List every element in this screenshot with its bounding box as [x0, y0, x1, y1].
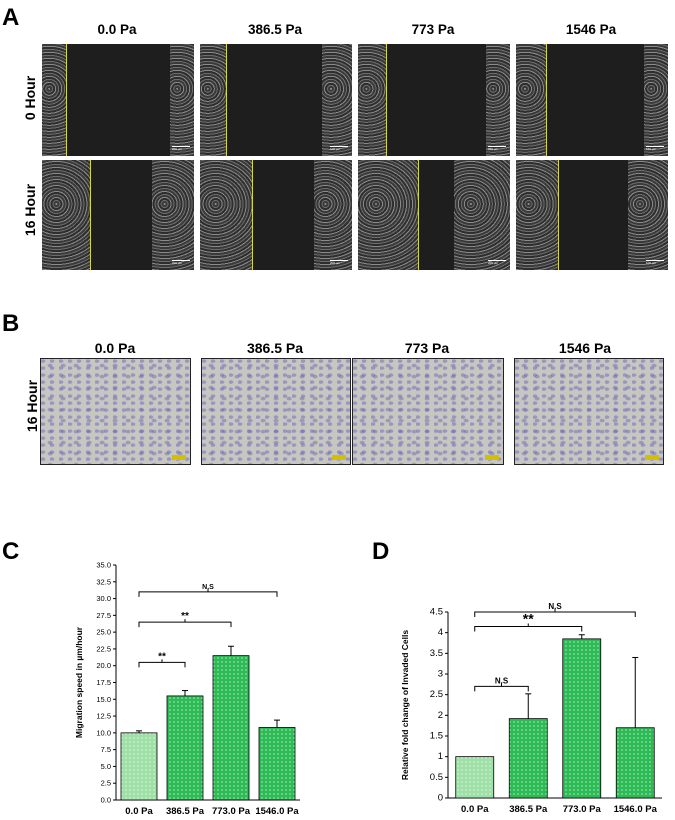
panel-b-letter: B	[2, 310, 20, 337]
panel-a-col-2: 773 Pa	[411, 22, 455, 37]
y-tick-label: 27.5	[96, 611, 111, 620]
y-tick-label: 4	[438, 627, 443, 638]
scale-bar: 200 µm	[172, 146, 190, 152]
scale-bar: 100 µm	[646, 260, 664, 266]
y-tick-label: 2.5	[430, 689, 443, 700]
panel-a-col-1: 386.5 Pa	[247, 22, 303, 37]
y-tick-label: 4.5	[430, 607, 443, 618]
panel-b-col-2: 773 Pa	[404, 340, 450, 356]
significance-bracket	[474, 685, 529, 692]
y-axis-label: Relative fold change of Invaded Cells	[400, 630, 410, 780]
transwell-micrograph	[40, 358, 191, 465]
y-tick-label: 17.5	[96, 678, 111, 687]
x-tick-label: 773.0 Pa	[563, 804, 602, 815]
y-tick-label: 3	[438, 669, 443, 680]
significance-label: N.S	[495, 676, 509, 685]
x-tick-label: 1546.0 Pa	[255, 806, 299, 815]
panel-a-col-3: 1546 Pa	[565, 22, 617, 37]
y-axis-label: Migration speed in µm/hour	[74, 626, 84, 738]
significance-bracket	[138, 621, 232, 628]
y-tick-label: 10.0	[96, 728, 111, 737]
y-tick-label: 35.0	[96, 561, 111, 570]
y-tick-label: 15.0	[96, 695, 111, 704]
scratch-micrograph: 100 µm	[516, 160, 668, 270]
transwell-micrograph	[201, 358, 351, 465]
significance-label: **	[158, 651, 166, 662]
scale-bar: 200 µm	[330, 260, 348, 266]
x-tick-label: 386.5 Pa	[166, 806, 205, 815]
x-tick-label: 1546.0 Pa	[614, 804, 658, 815]
panel-b-row: 16 Hour	[24, 379, 40, 433]
y-tick-label: 12.5	[96, 712, 111, 721]
bar	[212, 655, 250, 801]
panel-a-row-0: 0 Hour	[22, 75, 38, 121]
significance-bracket	[138, 591, 278, 597]
y-tick-label: 1	[438, 751, 443, 762]
y-tick-label: 0.0	[101, 796, 111, 805]
panel-c-letter: C	[2, 538, 20, 565]
y-tick-label: 7.5	[101, 745, 111, 754]
x-tick-label: 386.5 Pa	[509, 804, 548, 815]
significance-bracket	[474, 611, 636, 617]
y-tick-label: 1.5	[430, 731, 443, 742]
y-tick-label: 25.0	[96, 628, 111, 637]
panel-b-col-3: 1546 Pa	[558, 340, 612, 356]
significance-bracket	[474, 625, 583, 632]
bar	[508, 718, 548, 799]
bar	[455, 756, 495, 799]
y-tick-label: 0.5	[430, 772, 443, 783]
y-tick-label: 20.0	[96, 661, 111, 670]
scale-bar: 100 µm	[330, 146, 348, 152]
x-tick-label: 773.0 Pa	[212, 806, 251, 815]
y-tick-label: 22.5	[96, 644, 111, 653]
panel-b-col-1: 386.5 Pa	[246, 340, 304, 356]
bar	[615, 727, 655, 799]
scale-bar: 200 µm	[488, 146, 506, 152]
panel-a-row-1: 16 Hour	[22, 183, 38, 237]
bar	[258, 727, 296, 801]
significance-label: N.S	[202, 584, 214, 591]
scratch-micrograph: 200 µm	[42, 160, 194, 270]
scratch-micrograph: 200 µm	[358, 44, 510, 156]
x-tick-label: 0.0 Pa	[461, 804, 489, 815]
scratch-micrograph: 200 µm	[358, 160, 510, 270]
invaded-cells-chart: 0 0.5 1 1.5 2 2.5 3 3.5 4 4.5 Relative fold change…	[400, 602, 662, 815]
y-tick-label: 5.0	[101, 762, 111, 771]
scratch-micrograph: 200 µm	[200, 160, 352, 270]
y-tick-label: 2	[438, 710, 443, 721]
y-tick-label: 3.5	[430, 648, 443, 659]
panel-b-col-0: 0.0 Pa	[94, 340, 136, 356]
scale-bar: 100 µm	[646, 146, 664, 152]
y-tick-label: 2.5	[101, 779, 111, 788]
panel-a-letter: A	[2, 4, 20, 31]
transwell-micrograph	[352, 358, 504, 465]
scale-bar: 200 µm	[488, 260, 506, 266]
panel-d-letter: D	[372, 538, 390, 565]
y-tick-label: 32.5	[96, 577, 111, 586]
y-tick-label: 0	[438, 793, 443, 804]
bar	[120, 732, 158, 801]
significance-label: N.S	[548, 602, 562, 611]
scratch-micrograph: 200 µm	[42, 44, 194, 156]
panel-a-col-0: 0.0 Pa	[97, 22, 137, 37]
transwell-micrograph	[514, 358, 664, 465]
migration-speed-chart: 0.0 2.5 5.0 7.5 10.0 12.5 15.0 17.5 20.0 22.5 25.0…	[74, 561, 300, 815]
scratch-micrograph: 100 µm	[516, 44, 668, 156]
x-tick-label: 0.0 Pa	[125, 806, 153, 815]
scratch-micrograph: 100 µm	[200, 44, 352, 156]
significance-bracket	[138, 661, 186, 668]
bar	[166, 695, 204, 801]
bar	[562, 638, 602, 799]
y-tick-label: 30.0	[96, 594, 111, 603]
scale-bar: 200 µm	[172, 260, 190, 266]
significance-label: **	[523, 610, 534, 626]
significance-label: **	[181, 611, 189, 622]
